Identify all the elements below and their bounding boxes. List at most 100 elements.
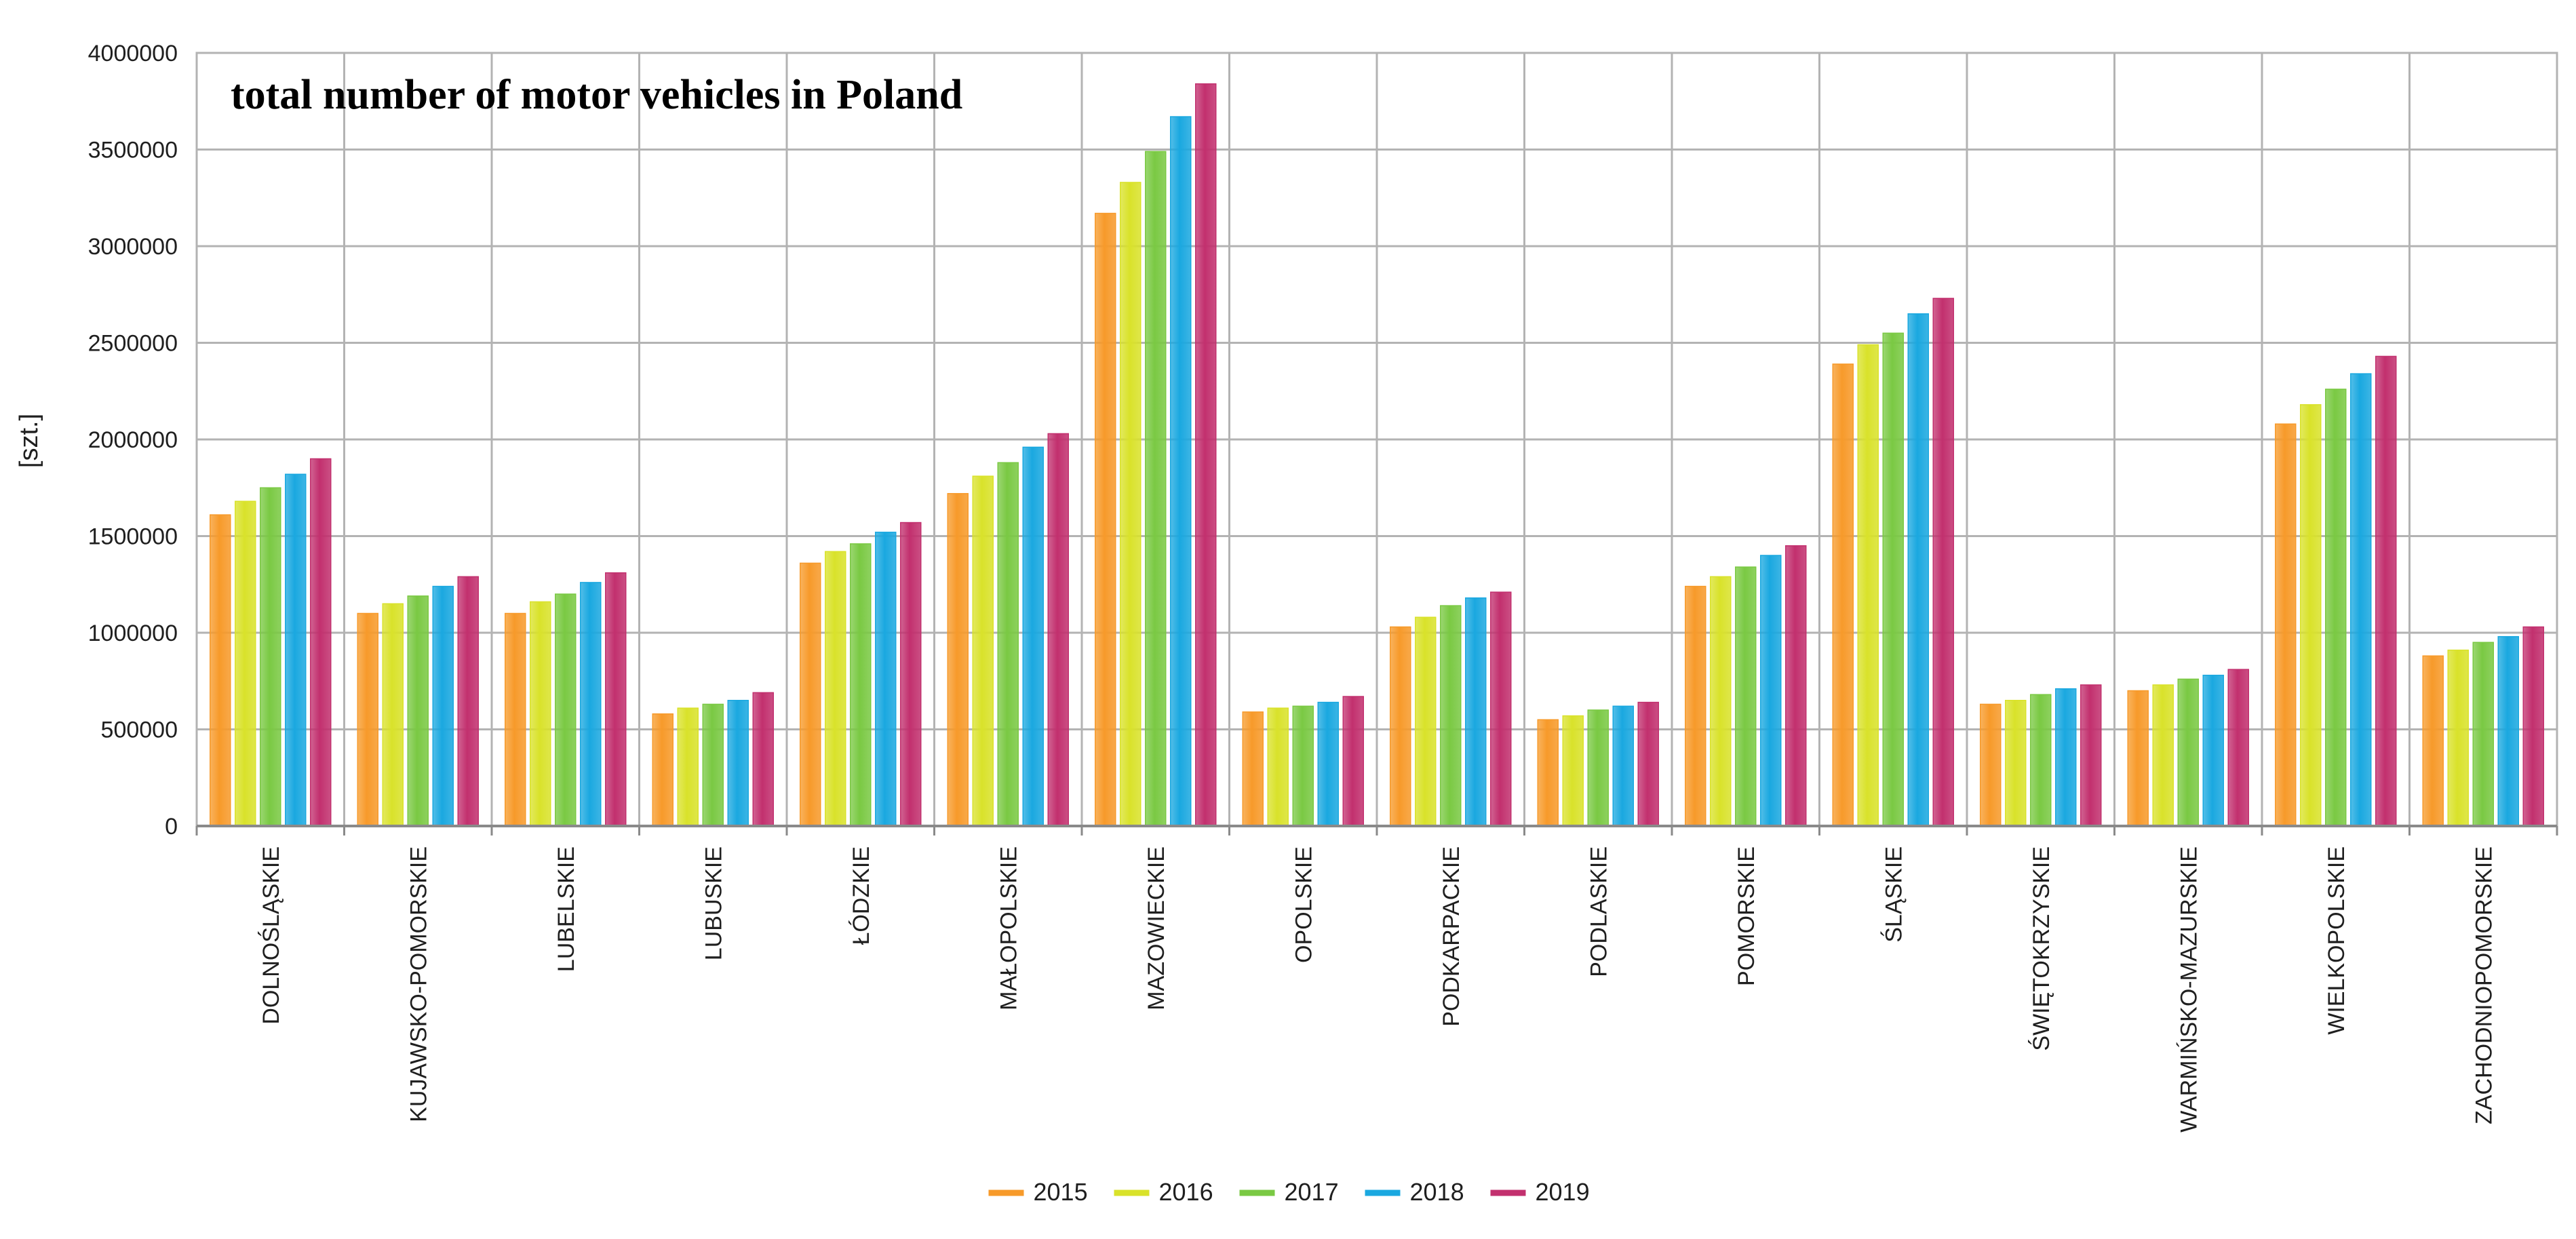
bar-2015 <box>1980 703 2002 827</box>
bars <box>210 83 2544 827</box>
chart-title: total number of motor vehicles in Poland <box>231 72 962 118</box>
bar-2015 <box>357 612 378 827</box>
bar-2019 <box>457 576 479 827</box>
x-tick-label: MAŁOPOLSKIE <box>996 846 1021 1010</box>
bar-2015 <box>1390 626 1411 827</box>
x-tick-label: MAZOWIECKIE <box>1144 846 1169 1010</box>
bar-2018 <box>1907 313 1929 827</box>
bar-2018 <box>1170 116 1192 827</box>
bar-2015 <box>2275 423 2297 827</box>
x-tick-label: LUBUSKIE <box>701 846 726 960</box>
bar-2016 <box>2300 404 2322 827</box>
bar-2017 <box>2177 678 2199 827</box>
bar-2018 <box>2497 635 2519 827</box>
bar-2015 <box>800 562 821 827</box>
y-tick-label: 1000000 <box>88 621 178 646</box>
bar-2019 <box>1195 83 1217 827</box>
bar-2015 <box>1242 711 1264 827</box>
bar-2017 <box>407 595 429 827</box>
bar-2016 <box>530 601 551 827</box>
legend-label: 2016 <box>1159 1178 1213 1206</box>
bar-2016 <box>2152 684 2174 827</box>
legend-label: 2018 <box>1410 1178 1464 1206</box>
y-axis-title: [szt.] <box>15 414 43 468</box>
legend-label: 2015 <box>1034 1178 1088 1206</box>
bar-2019 <box>2375 355 2397 827</box>
axes: 0 500000 1000000 1500000 2000000 2500000 30000… <box>88 41 2558 1133</box>
bar-2017 <box>1145 151 1167 827</box>
bar-2016 <box>2005 700 2027 827</box>
bar-2019 <box>2522 626 2544 827</box>
bar-2015 <box>210 514 231 827</box>
bar-2018 <box>1760 555 1782 827</box>
bar-2019 <box>1932 298 1954 827</box>
x-tick-label: ZACHODNIOPOMORSKIE <box>2471 846 2497 1124</box>
bar-2015 <box>1685 585 1706 827</box>
bar-2016 <box>382 603 404 827</box>
bar-2015 <box>947 493 969 827</box>
bar-2017 <box>1882 332 1904 827</box>
x-tick-label: LUBELSKIE <box>553 846 579 972</box>
y-tick-label: 1500000 <box>88 524 178 550</box>
bar-2017 <box>2325 389 2347 827</box>
bar-2019 <box>752 692 774 827</box>
bar-2017 <box>555 593 577 827</box>
bar-2017 <box>1292 705 1314 827</box>
x-tick-label: WIELKOPOLSKIE <box>2324 846 2349 1035</box>
x-tick-label: ŚLĄSKIE <box>1880 846 1907 943</box>
bar-2016 <box>235 500 256 827</box>
x-tick-label: KUJAWSKO-POMORSKIE <box>406 846 431 1122</box>
bar-2018 <box>2350 373 2372 827</box>
bar-2016 <box>1120 182 1141 827</box>
bar-2017 <box>1735 566 1757 827</box>
bar-2018 <box>1465 597 1487 827</box>
legend-label: 2017 <box>1285 1178 1339 1206</box>
bar-2016 <box>1562 715 1584 827</box>
bar-2015 <box>1537 719 1559 827</box>
bar-2018 <box>727 700 749 827</box>
bar-2019 <box>1490 591 1512 827</box>
bar-2019 <box>1047 433 1069 827</box>
bar-2019 <box>1785 545 1807 827</box>
y-tick-label: 2000000 <box>88 427 178 453</box>
bar-2018 <box>875 532 897 827</box>
bar-2015 <box>2127 690 2149 827</box>
bar-2019 <box>310 458 332 827</box>
bar-2017 <box>850 543 872 827</box>
bar-2019 <box>900 522 922 827</box>
bar-2018 <box>1612 705 1634 827</box>
bar-2016 <box>825 551 846 827</box>
bar-2018 <box>285 473 307 827</box>
x-tick-label: WARMIŃSKO-MAZURSKIE <box>2176 846 2202 1133</box>
bar-2018 <box>1022 446 1044 827</box>
y-tick-label: 3000000 <box>88 234 178 260</box>
y-tick-label: 0 <box>165 814 178 840</box>
legend-label: 2019 <box>1536 1178 1590 1206</box>
bar-2016 <box>1710 576 1732 827</box>
bar-2016 <box>1857 344 1879 827</box>
x-tick-label: ŁÓDZKIE <box>848 846 874 945</box>
bar-2017 <box>702 703 724 827</box>
y-tick-label: 4000000 <box>88 41 178 66</box>
bar-2016 <box>972 475 994 827</box>
bar-2019 <box>2227 669 2249 827</box>
x-tick-label: POMORSKIE <box>1734 846 1759 986</box>
x-tick-label: PODLASKIE <box>1586 846 1612 977</box>
bar-2015 <box>1095 212 1116 827</box>
bar-2015 <box>652 713 674 827</box>
bar-2016 <box>1267 707 1289 827</box>
x-tick-label: ŚWIĘTOKRZYSKIE <box>2028 846 2054 1051</box>
bar-2018 <box>2055 688 2077 827</box>
bar-2018 <box>580 582 602 827</box>
bar-2019 <box>1637 701 1659 827</box>
bar-2016 <box>1415 616 1437 827</box>
bar-2015 <box>505 612 526 827</box>
bar-2018 <box>1317 701 1339 827</box>
bar-2017 <box>1587 709 1609 827</box>
grid <box>195 52 2558 827</box>
bar-2018 <box>432 585 454 827</box>
bar-2019 <box>2080 684 2102 827</box>
bar-2017 <box>2472 642 2494 827</box>
